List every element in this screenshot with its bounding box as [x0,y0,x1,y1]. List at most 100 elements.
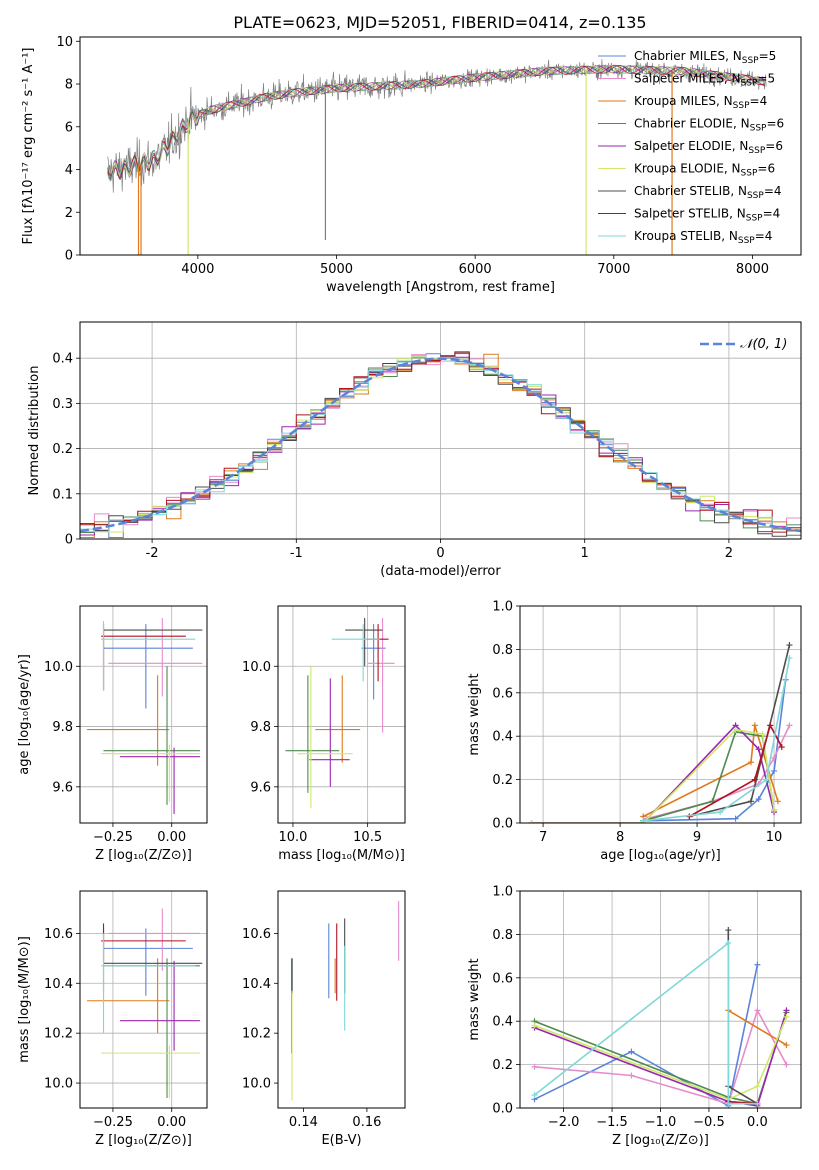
y-tick-label: 8 [65,78,73,93]
plot-area [520,606,801,823]
plot-area [291,900,400,1101]
weight-line [727,930,758,1105]
y-tick-label: 6 [65,120,73,135]
legend-subscript: SSP [733,101,750,111]
weight-marker [783,1061,790,1068]
legend-label: Salpeter ELODIE, NSSP=6 [634,139,783,156]
legend-label: Chabrier STELIB, NSSP=4 [634,184,782,201]
x-axis-label: Z [log₁₀(Z/Z⊙)] [612,1133,709,1148]
legend-label: Kroupa MILES, NSSP=4 [634,94,767,111]
x-tick-label: 0.16 [352,1115,381,1130]
y-tick-label: 10.6 [44,927,73,942]
y-tick-label: 0.0 [492,817,513,832]
weight-marker [783,1007,790,1014]
y-tick-label: 0.8 [492,928,513,943]
y-tick-label: 9.6 [52,780,73,795]
y-tick-label: 0.8 [492,643,513,658]
weight-line [534,1016,788,1101]
weight-marker [531,1063,538,1070]
weight-marker [786,655,793,662]
legend-nssp: =6 [757,162,775,176]
chart-mass_vs_ebv: 0.14 0.16 10.0 10.2 10.4 10.6 E(B-V) [242,890,406,1148]
legend-model-name: Chabrier MILES, N [634,49,742,63]
y-tick-label: 9.6 [250,780,271,795]
y-tick-label: 10.0 [242,1077,271,1092]
y-tick-label: 9.8 [52,720,73,735]
y-axis-label: age [log₁₀(age/yr)] [17,654,32,775]
x-tick-label: −1.0 [645,1115,677,1130]
y-axis-label: Flux [fλ10⁻¹⁷ erg cm⁻² s⁻¹ A⁻¹] [21,48,36,245]
y-tick-label: 10.0 [44,660,73,675]
legend-nssp: =5 [759,49,777,63]
legend-model-name: Salpeter ELODIE, N [634,139,748,153]
weight-marker [732,815,739,822]
weight-line [534,964,759,1108]
x-tick-label: 0.0 [747,1115,768,1130]
legend-label: Kroupa STELIB, NSSP=4 [634,229,772,246]
chart-mass_vs_Z: −0.25 0.00 10.0 10.2 10.4 10.6 Z [log₁₀(Z/Z⊙)]… [17,890,208,1148]
x-tick-label: −0.25 [93,830,133,845]
plot-area [278,606,405,823]
y-tick-label: 1.0 [492,600,513,615]
x-tick-label: 6000 [459,262,492,277]
x-tick-label: 9 [693,830,701,845]
x-tick-label: -1 [290,546,303,561]
legend-label: Salpeter MILES, NSSP=5 [634,72,775,89]
legend-label: Chabrier MILES, NSSP=5 [634,49,776,66]
x-tick-label: 7000 [597,262,630,277]
x-tick-label: 10 [766,830,783,845]
weight-line [689,723,783,818]
model-fit-line [107,64,766,181]
weight-marker [754,1083,761,1090]
y-axis-label: mass weight [467,958,482,1040]
weight-marker [771,754,778,761]
figure-title: PLATE=0623, MJD=52051, FIBERID=0414, z=0… [233,13,646,32]
x-tick-label: 4000 [181,262,214,277]
weight-marker [725,1100,732,1107]
weight-marker [774,798,781,805]
weight-marker [759,731,766,738]
legend-subscript: SSP [741,169,758,179]
y-tick-label: 4 [65,163,73,178]
x-axis-label: mass [log₁₀(M/M⊙)] [278,848,405,863]
weight-marker [767,722,774,729]
axes-frame [519,890,802,1109]
y-tick-label: 0.2 [492,1058,513,1073]
x-axis-label: Z [log₁₀(Z/Z⊙)] [95,1133,192,1148]
x-axis-label: (data-model)/error [380,564,501,579]
legend-nssp: =4 [750,94,768,108]
y-tick-label: 0.6 [492,971,513,986]
y-tick-label: 0.2 [492,773,513,788]
x-tick-label: −0.5 [693,1115,725,1130]
legend-nssp: =4 [755,229,773,243]
weight-marker [531,1022,538,1029]
chart-spectrum: 4000 5000 6000 7000 8000 0 2 4 6 8 10 wavelength [A… [21,35,802,295]
y-tick-label: 10.4 [242,977,271,992]
weight-marker [725,940,732,947]
weight-marker [751,776,758,783]
x-tick-label: 0.00 [157,1115,186,1130]
y-axis-label: mass [log₁₀(M/M⊙)] [17,936,32,1063]
plot-area [80,891,207,1108]
model-fit-line [107,64,765,180]
gaussian-reference [80,357,801,533]
x-tick-label: −2.0 [548,1115,580,1130]
weight-marker [725,927,732,934]
model-fit-line [107,65,766,182]
x-tick-label: −1.5 [596,1115,628,1130]
x-tick-label: 0.00 [157,830,186,845]
x-tick-label: 2 [725,546,733,561]
legend-subscript: SSP [748,146,765,156]
weight-marker [786,722,793,729]
legend-subscript: SSP [746,214,763,224]
weight-marker [628,1072,635,1079]
weight-marker [783,1042,790,1049]
legend-model-name: Kroupa ELODIE, N [634,162,741,176]
x-tick-label: 0.14 [289,1115,318,1130]
x-tick-label: 0 [436,546,444,561]
y-tick-label: 0.0 [492,1102,513,1117]
y-tick-label: 0.6 [492,686,513,701]
weight-line [534,941,758,1105]
weight-marker [755,746,762,753]
